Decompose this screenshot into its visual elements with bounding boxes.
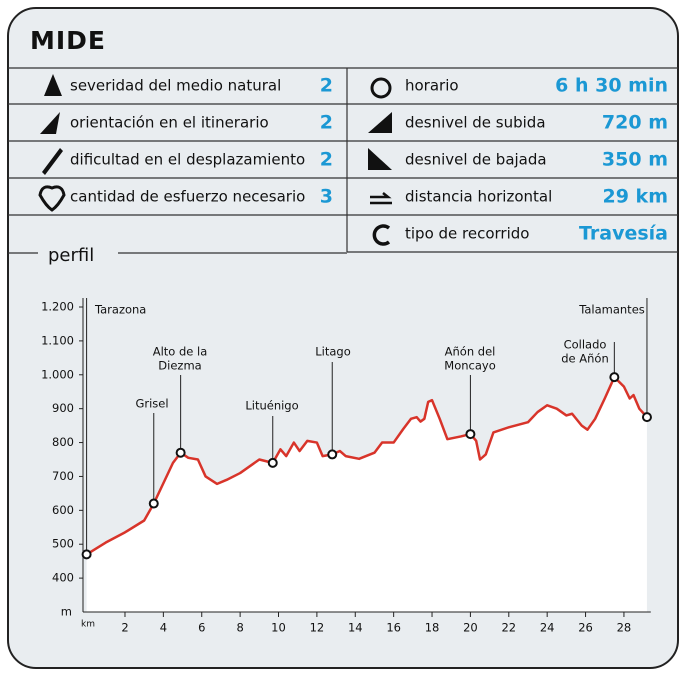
x-tick-label: 14 xyxy=(348,621,363,635)
profile-line xyxy=(85,375,648,556)
y-tick-label: 1.000 xyxy=(41,367,74,381)
row-value: 3 xyxy=(320,186,333,208)
row-value: 720 m xyxy=(602,112,668,134)
y-tick-label: 500 xyxy=(52,537,74,551)
profile-area xyxy=(86,377,647,612)
y-tick-label: 700 xyxy=(52,469,74,483)
x-tick-label: 16 xyxy=(386,621,401,635)
y-axis-label: m xyxy=(61,605,72,619)
x-tick-label: 24 xyxy=(540,621,555,635)
row-label: distancia horizontal xyxy=(405,188,552,206)
waypoint-label: de Añón xyxy=(561,352,609,366)
waypoint-label: Collado xyxy=(564,338,607,352)
row-label: dificultad en el desplazamiento xyxy=(70,151,305,169)
waypoint-label: Moncayo xyxy=(444,359,495,373)
row-label: orientación en el itinerario xyxy=(70,114,269,132)
y-tick-label: 900 xyxy=(52,401,74,415)
icons xyxy=(38,74,392,246)
y-tick-label: 1.200 xyxy=(41,300,74,314)
waypoint-label: Talamantes xyxy=(578,303,645,317)
waypoint xyxy=(81,549,92,560)
waypoint-label: Tarazona xyxy=(94,303,146,317)
x-tick-label: 6 xyxy=(198,621,205,635)
row-label: desnivel de bajada xyxy=(405,151,547,169)
x-tick-label: 8 xyxy=(236,621,243,635)
waypoint xyxy=(267,457,278,468)
row-label: tipo de recorrido xyxy=(405,225,529,243)
waypoint xyxy=(327,449,338,460)
x-tick-label: 22 xyxy=(501,621,516,635)
row-label: severidad del medio natural xyxy=(70,77,281,95)
waypoint-label: Añón del xyxy=(445,345,496,359)
waypoint xyxy=(148,498,159,509)
waypoint xyxy=(609,372,620,383)
waypoint-label: Diezma xyxy=(158,359,201,373)
row-label: horario xyxy=(405,77,459,95)
waypoint-label: Grisel xyxy=(135,397,168,411)
row-label: desnivel de subida xyxy=(405,114,546,132)
row-value: 2 xyxy=(320,112,333,134)
profile-title: perfil xyxy=(48,245,94,266)
row-value: 6 h 30 min xyxy=(555,75,668,97)
waypoint-label: Litago xyxy=(315,345,351,359)
x-tick-label: 4 xyxy=(160,621,167,635)
row-value: 2 xyxy=(320,75,333,97)
row-value: Travesía xyxy=(579,223,668,245)
x-tick-label: 10 xyxy=(271,621,286,635)
row-value: 350 m xyxy=(602,149,668,171)
x-tick-label: 20 xyxy=(463,621,478,635)
table-rules xyxy=(8,67,678,254)
x-tick-label: 2 xyxy=(121,621,128,635)
waypoint-label: Lituénigo xyxy=(245,399,298,413)
x-axis-label: km xyxy=(81,620,95,630)
row-value: 29 km xyxy=(603,186,669,208)
x-tick-label: 28 xyxy=(617,621,632,635)
waypoint xyxy=(641,412,652,423)
waypoint xyxy=(175,447,186,458)
waypoint-label: Alto de la xyxy=(153,345,208,359)
waypoint xyxy=(465,429,476,440)
y-tick-label: 400 xyxy=(52,571,74,585)
x-tick-label: 18 xyxy=(425,621,440,635)
y-tick-label: 1.100 xyxy=(41,333,74,347)
y-tick-label: 600 xyxy=(52,503,74,517)
y-tick-label: 800 xyxy=(52,435,74,449)
title: MIDE xyxy=(30,26,106,55)
x-tick-label: 12 xyxy=(310,621,325,635)
x-tick-label: 26 xyxy=(578,621,593,635)
row-value: 2 xyxy=(320,149,333,171)
row-label: cantidad de esfuerzo necesario xyxy=(70,188,305,206)
